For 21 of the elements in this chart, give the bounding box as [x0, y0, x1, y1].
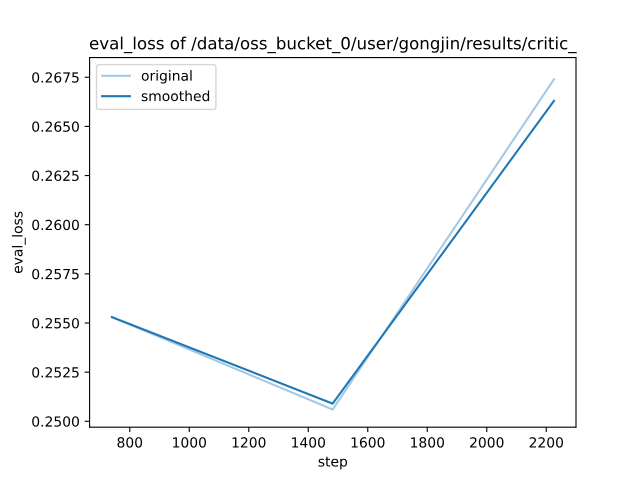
y-tick-label: 0.2650: [32, 121, 79, 132]
y-tick-label: 0.2675: [32, 72, 79, 83]
chart-title: eval_loss of /data/oss_bucket_0/user/gongjin/results/critic_: [90, 36, 577, 54]
x-axis-title: step: [318, 456, 348, 470]
x-tick-label: 1800: [411, 437, 444, 448]
y-tick-label: 0.2500: [32, 416, 79, 427]
y-tick-label: 0.2550: [32, 318, 79, 328]
y-tick-label: 0.2600: [32, 220, 79, 230]
x-tick-label: 1200: [232, 437, 266, 448]
y-axis-title: eval_loss: [12, 212, 26, 274]
legend-label: original: [142, 70, 192, 84]
y-tick-label: 0.2575: [32, 268, 79, 280]
y-tick-label: 0.2525: [32, 367, 79, 378]
x-tick-label: 2000: [470, 437, 504, 448]
x-tick-label: 1400: [292, 437, 326, 448]
legend-label: smoothed: [142, 90, 210, 102]
x-tick-label: 2200: [530, 437, 563, 448]
x-tick-label: 1600: [352, 437, 385, 448]
y-tick-label: 0.2625: [32, 170, 79, 182]
x-tick-label: 800: [117, 437, 142, 448]
x-tick-label: 1000: [173, 437, 206, 448]
